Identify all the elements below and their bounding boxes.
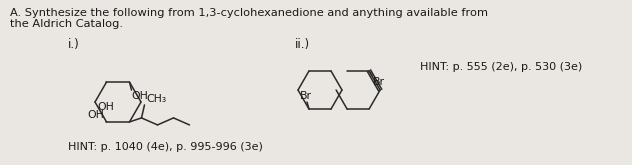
Text: Br: Br <box>373 77 385 87</box>
Text: HINT: p. 555 (2e), p. 530 (3e): HINT: p. 555 (2e), p. 530 (3e) <box>420 62 582 72</box>
Text: A. Synthesize the following from 1,3-cyclohexanedione and anything available fro: A. Synthesize the following from 1,3-cyc… <box>10 8 488 18</box>
Text: OH: OH <box>131 91 149 101</box>
Text: OH: OH <box>97 102 114 112</box>
Text: Br: Br <box>300 91 312 101</box>
Text: ii.): ii.) <box>295 38 310 51</box>
Text: the Aldrich Catalog.: the Aldrich Catalog. <box>10 19 123 29</box>
Text: OH: OH <box>88 110 104 120</box>
Text: HINT: p. 1040 (4e), p. 995-996 (3e): HINT: p. 1040 (4e), p. 995-996 (3e) <box>68 142 263 152</box>
Text: i.): i.) <box>68 38 80 51</box>
Text: CH₃: CH₃ <box>147 94 167 104</box>
